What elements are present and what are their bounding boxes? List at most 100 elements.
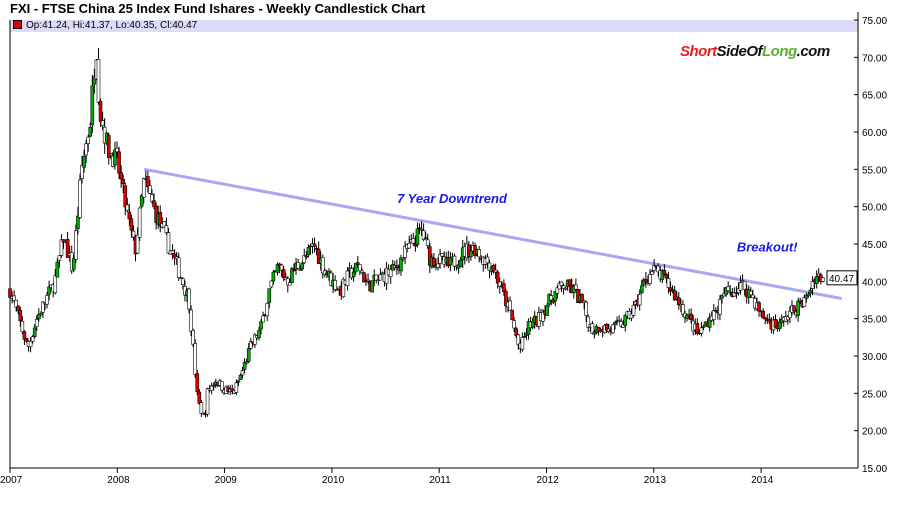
candle-body — [613, 321, 617, 325]
candle-body — [417, 227, 422, 230]
candle-body — [45, 295, 49, 305]
candle-body — [246, 348, 251, 362]
candle-body — [117, 151, 121, 174]
candle-body — [413, 243, 418, 247]
candle-body — [135, 234, 140, 254]
candle-body — [522, 336, 527, 338]
candle-body — [427, 246, 432, 266]
y-tick-label: 65.00 — [862, 91, 887, 102]
candle-body — [281, 269, 286, 279]
candle-body — [701, 326, 706, 328]
y-tick-label: 40.00 — [862, 277, 887, 288]
candle-body — [32, 327, 37, 337]
y-tick-label: 50.00 — [862, 203, 887, 214]
candle-body — [563, 287, 568, 290]
candle-body — [28, 340, 33, 348]
y-tick-label: 45.00 — [862, 240, 887, 251]
candle-body — [590, 323, 595, 334]
candle-body — [115, 147, 119, 153]
candle-body — [695, 323, 700, 334]
candle-body — [403, 245, 407, 258]
candle-body — [549, 295, 554, 301]
candle-body — [777, 321, 782, 329]
candle-body — [380, 272, 385, 275]
candle-body — [269, 280, 274, 288]
candle-body — [711, 310, 716, 320]
candle-body — [18, 310, 23, 322]
candle-body — [150, 194, 154, 202]
candle-body — [345, 270, 350, 287]
x-tick-label: 2008 — [107, 475, 130, 486]
candle-body — [123, 185, 128, 208]
candle-body — [555, 287, 560, 294]
candle-body — [80, 165, 84, 179]
candle-body — [65, 239, 70, 258]
candle-body — [378, 274, 383, 281]
candle-body — [90, 85, 95, 126]
candle-body — [642, 279, 646, 285]
candle-body — [125, 204, 130, 211]
candle-body — [312, 243, 317, 247]
candle-body — [253, 334, 257, 345]
candle-body — [411, 238, 416, 244]
candle-body — [370, 280, 374, 293]
candle-body — [129, 218, 134, 231]
candle-body — [257, 330, 261, 339]
candle-body — [265, 303, 270, 317]
candle-body — [82, 156, 86, 168]
candle-body — [419, 228, 424, 231]
candle-body — [707, 317, 712, 328]
candle-body — [520, 336, 525, 350]
candle-body — [720, 294, 724, 299]
chart-title: FXI - FTSE China 25 Index Fund Ishares -… — [10, 1, 426, 16]
candle-body — [290, 268, 294, 284]
candle-body — [415, 228, 420, 245]
candle-body — [802, 297, 807, 307]
candle-body — [432, 257, 436, 267]
candle-body — [810, 281, 815, 289]
candle-body — [234, 382, 239, 393]
candle-body — [672, 290, 677, 301]
candle-body — [341, 278, 346, 298]
candle-body — [304, 255, 309, 258]
candle-body — [656, 265, 661, 273]
candle-body — [329, 272, 333, 286]
y-tick-label: 60.00 — [862, 128, 887, 139]
candle-body — [366, 279, 370, 282]
candle-body — [604, 323, 609, 331]
candle-body — [267, 288, 272, 303]
candle-body — [193, 343, 198, 375]
candle-body — [469, 250, 473, 257]
candle-body — [320, 257, 325, 274]
candle-body — [298, 269, 302, 271]
candle-body — [736, 288, 741, 293]
candle-body — [34, 319, 39, 328]
candle-body — [84, 143, 88, 156]
candle-body — [162, 221, 167, 228]
candle-body — [545, 305, 549, 316]
candle-body — [119, 172, 123, 180]
logo: ShortSideOfLong.com — [680, 43, 830, 60]
candle-body — [86, 136, 90, 144]
candle-body — [37, 314, 41, 320]
annotation-breakout: Breakout! — [737, 239, 798, 254]
candle-body — [238, 374, 243, 380]
candle-body — [360, 270, 364, 274]
candle-body — [458, 259, 463, 267]
candle-body — [699, 327, 704, 334]
x-tick-label: 2013 — [644, 475, 667, 486]
candle-body — [197, 391, 202, 404]
candle-body — [623, 315, 628, 326]
last-price-label: 40.47 — [829, 274, 854, 285]
candle-body — [814, 276, 819, 284]
candle-body — [438, 254, 442, 264]
candle-body — [749, 290, 753, 296]
candle-body — [685, 314, 689, 319]
candle-body — [261, 315, 265, 323]
candle-body — [440, 253, 444, 257]
candle-body — [425, 239, 430, 246]
candle-body — [530, 321, 535, 328]
y-tick-label: 35.00 — [862, 315, 887, 326]
